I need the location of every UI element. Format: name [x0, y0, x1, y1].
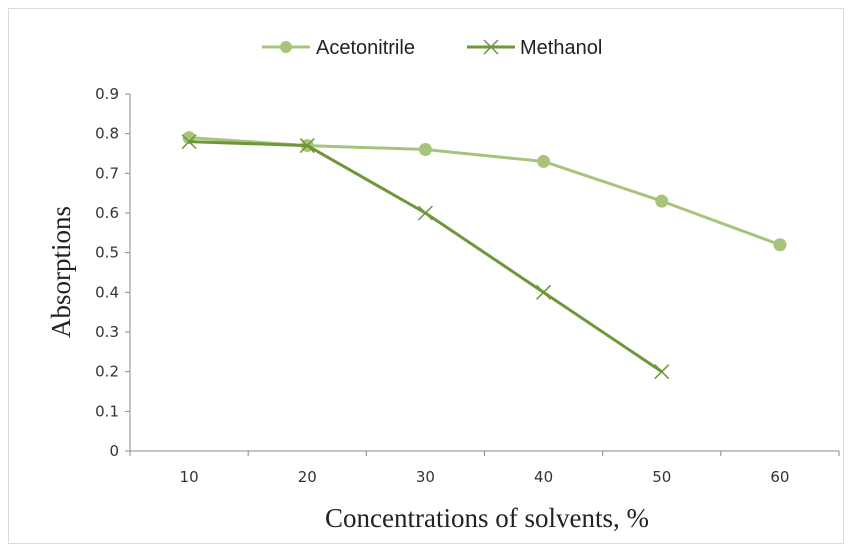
data-point-methanol	[417, 205, 433, 221]
y-tick-label: 0.4	[95, 283, 119, 301]
legend: Acetonitrile Methanol	[262, 37, 602, 59]
data-point-methanol	[181, 134, 197, 150]
y-tick-label: 0.1	[95, 402, 119, 420]
x-tick-label: 30	[416, 468, 435, 486]
series-line-acetonitrile	[188, 136, 781, 247]
y-tick-label: 0.6	[95, 204, 119, 222]
plot-area	[181, 131, 787, 380]
axes	[125, 93, 840, 456]
y-axis-title: Absorptions	[46, 206, 76, 338]
x-tick-label: 60	[770, 468, 789, 486]
x-tick-label: 50	[652, 468, 671, 486]
data-point-acetonitrile	[655, 194, 669, 208]
data-point-acetonitrile	[418, 143, 432, 157]
y-tick-label: 0.8	[95, 125, 119, 143]
legend-marker-methanol	[483, 39, 499, 55]
y-tick-label: 0.9	[95, 85, 119, 103]
chart-frame	[8, 8, 844, 544]
x-tick-label: 20	[298, 468, 317, 486]
y-tick-labels: 0 0.1 0.2 0.3 0.4 0.5 0.6 0.7 0.8 0.9	[95, 85, 119, 460]
x-axis-title: Concentrations of solvents, %	[325, 503, 649, 533]
data-point-acetonitrile	[537, 154, 551, 168]
x-tick-label: 40	[534, 468, 553, 486]
data-point-methanol	[299, 138, 315, 154]
y-tick-label: 0.5	[95, 244, 119, 262]
y-tick-label: 0	[109, 442, 119, 460]
y-tick-label: 0.3	[95, 323, 119, 341]
y-tick-label: 0.7	[95, 164, 119, 182]
y-tick-label: 0.2	[95, 363, 119, 381]
legend-label-methanol: Methanol	[520, 37, 602, 59]
data-point-methanol	[536, 284, 552, 300]
legend-marker-acetonitrile	[280, 41, 292, 53]
data-point-acetonitrile	[773, 238, 787, 252]
legend-label-acetonitrile: Acetonitrile	[316, 37, 415, 59]
x-tick-label: 10	[180, 468, 199, 486]
x-tick-labels: 10 20 30 40 50 60	[180, 468, 790, 486]
data-point-methanol	[654, 364, 670, 380]
